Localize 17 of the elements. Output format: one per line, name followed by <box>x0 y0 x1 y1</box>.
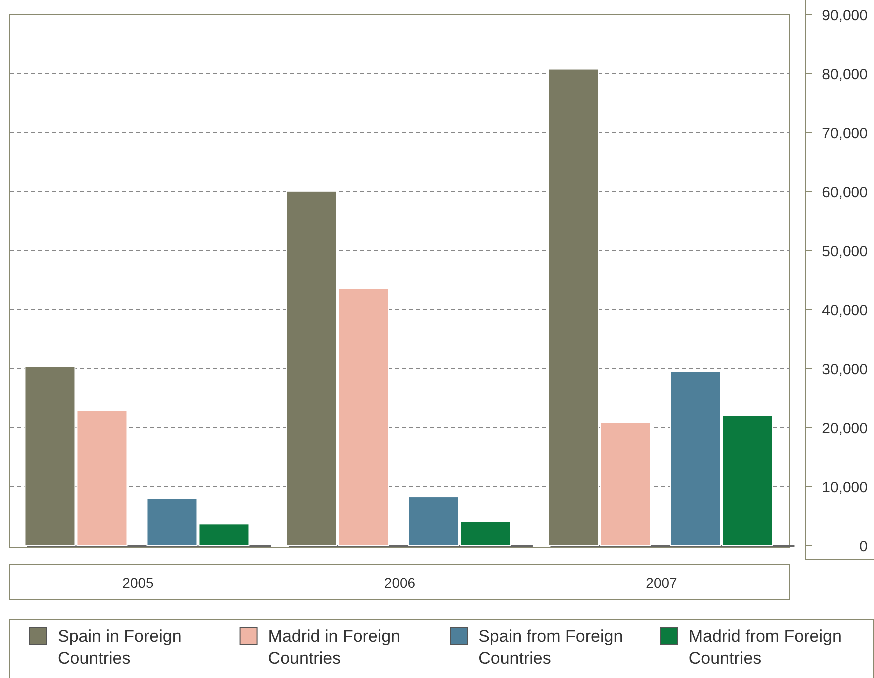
y-tick-label: 80,000 <box>822 66 868 84</box>
y-tick-label: 30,000 <box>822 361 868 378</box>
y-tick-label: 50,000 <box>822 243 868 260</box>
y-tick-label: 90,000 <box>822 7 868 24</box>
legend-label: Madrid from Foreign Countries <box>688 627 842 668</box>
y-tick-label: 20,000 <box>822 420 868 438</box>
y-tick-label: 60,000 <box>822 184 868 202</box>
y-tick-label: 10,000 <box>822 479 868 496</box>
x-tick-label: 2006 <box>384 574 416 591</box>
legend-label: Spain from Foreign Countries <box>478 627 624 668</box>
y-tick-label: 70,000 <box>822 125 868 142</box>
x-tick-label: 2005 <box>122 574 154 591</box>
legend-label: Spain in Foreign Countries <box>58 627 182 668</box>
y-tick-label: 40,000 <box>822 302 868 320</box>
y-tick-label: 0 <box>860 538 868 556</box>
legend-label: Madrid in Foreign Countries <box>268 627 401 668</box>
x-tick-label: 2007 <box>646 574 678 591</box>
